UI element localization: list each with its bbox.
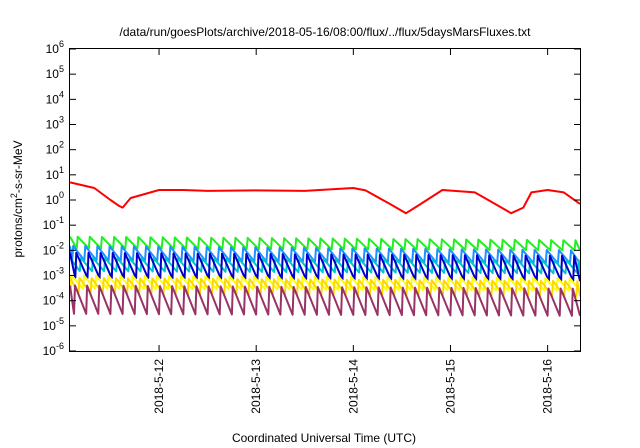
y-axis-label: protons/cm2-s-sr-MeV <box>9 140 25 257</box>
x-tick-label: 2018-5-12 <box>152 359 166 414</box>
series-line <box>69 274 581 292</box>
y-tick-label: 104 <box>46 89 64 106</box>
y-tick-label: 10-3 <box>43 266 64 283</box>
series-line <box>69 235 581 252</box>
series-layer <box>69 181 581 317</box>
series-line <box>69 284 581 317</box>
x-tick-label: 2018-5-13 <box>249 359 263 414</box>
y-tick-label: 10-1 <box>43 215 64 232</box>
series-line <box>69 251 581 282</box>
x-tick-label: 2018-5-16 <box>541 359 555 414</box>
y-tick-label: 103 <box>46 115 64 132</box>
y-tick-label: 10-6 <box>43 341 64 358</box>
series-line <box>69 257 581 275</box>
y-tick-label: 10-5 <box>43 316 64 333</box>
y-tick-label: 102 <box>46 140 64 157</box>
x-axis-label: Coordinated Universal Time (UTC) <box>232 431 416 445</box>
x-tick-label: 2018-5-15 <box>443 359 457 414</box>
y-tick-label: 10-4 <box>43 291 64 308</box>
y-tick-label: 10-2 <box>43 240 64 257</box>
plot-frame <box>69 48 581 352</box>
series-line <box>69 277 581 298</box>
svg-text:protons/cm2-s-sr-MeV: protons/cm2-s-sr-MeV <box>9 140 25 257</box>
y-tick-label: 106 <box>46 39 64 56</box>
y-tick-label: 105 <box>46 64 64 81</box>
y-tick-label: 100 <box>46 190 64 207</box>
chart-title: /data/run/goesPlots/archive/2018-05-16/0… <box>120 25 532 39</box>
y-tick-label: 101 <box>46 165 64 182</box>
series-line <box>69 181 581 215</box>
axis-layer: 10-6 10-5 10-4 10-3 10-2 10-1 100 101 102 103 104 1… <box>43 39 580 414</box>
x-tick-label: 2018-5-14 <box>346 359 360 414</box>
